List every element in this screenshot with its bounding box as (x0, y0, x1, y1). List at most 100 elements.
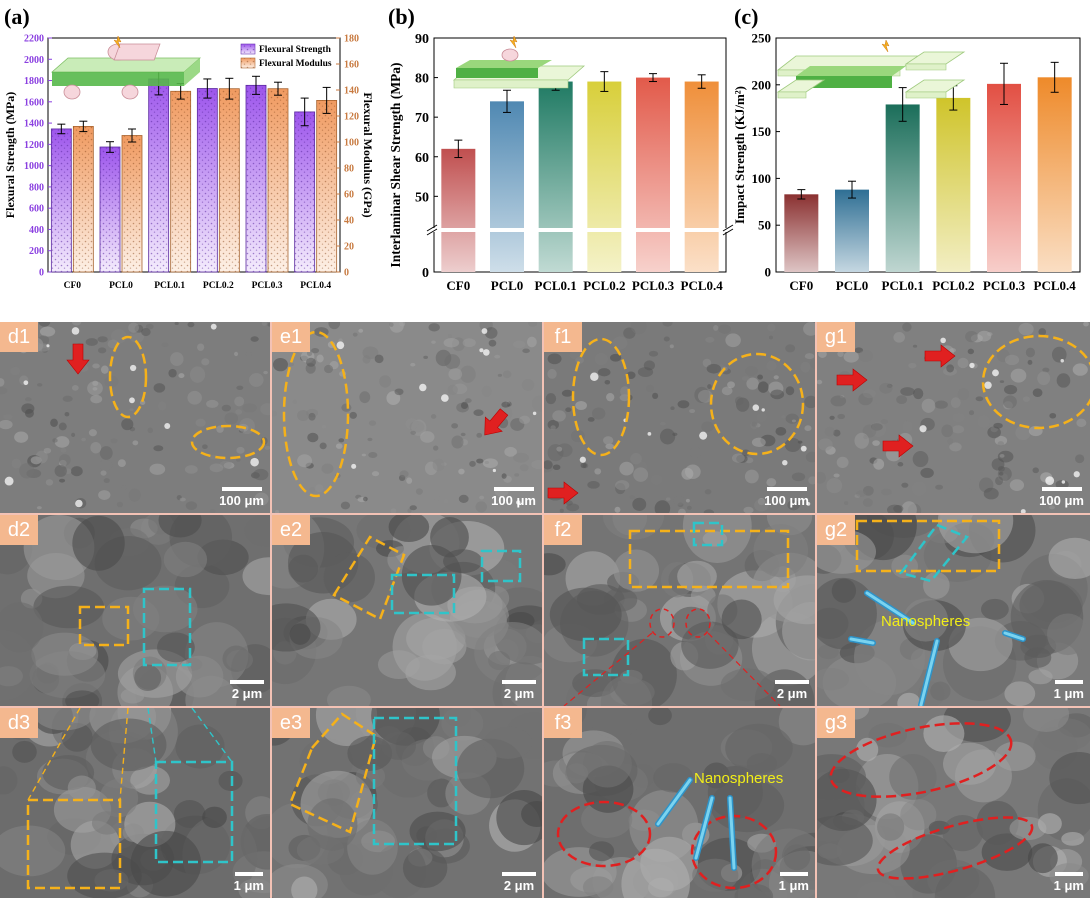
chart-b-ytick-label: 90 (415, 32, 429, 47)
chart-c-ytick-label: 150 (752, 124, 772, 139)
scale-bar: 100 μm (1039, 487, 1084, 508)
chart-a-bar-modulus-texture (122, 135, 142, 272)
impact-test-schematic (776, 39, 966, 99)
sem-panel-label: g1 (817, 322, 855, 352)
scale-bar-line (230, 680, 264, 684)
chart-a-legend: Flexural Strength Flexural Modulus (240, 43, 332, 69)
chart-a-flexural: (a) 020040060080010001200140016001800200… (3, 4, 372, 291)
blue-callout-arrow-highlight (694, 796, 714, 860)
blue-callout-arrow-highlight (728, 796, 736, 870)
sem-annotations (829, 722, 1034, 880)
chart-b-ytick-label: 0 (422, 266, 429, 281)
blue-callout-arrow-highlight (849, 637, 875, 645)
yellow-dashed-polygon (332, 535, 406, 621)
cyan-dashed-box (142, 587, 192, 667)
sem-panel-label: e3 (272, 708, 310, 738)
sem-texture (544, 708, 815, 898)
yellow-guide-line (119, 708, 129, 801)
chart-a-ytick-label: 200 (29, 246, 44, 257)
chart-a-ytick-right-label: 80 (344, 164, 354, 175)
sem-texture (817, 322, 1089, 513)
chart-a-ylabel: Flexural Strength (MPa) (3, 92, 17, 218)
scale-bar-line (234, 872, 263, 876)
sem-panel-e1: e1 100 μm (272, 322, 542, 513)
scale-bar-label: 1 μm (1053, 686, 1084, 701)
scale-bar-line (1054, 680, 1083, 684)
cyan-dashed-box (692, 521, 724, 547)
scale-bar-line (775, 680, 809, 684)
scale-bar: 2 μm (230, 680, 264, 701)
chart-b-bar (441, 148, 476, 272)
blue-callout-arrow-highlight (919, 639, 939, 706)
yellow-dashed-ellipse (108, 335, 148, 419)
sem-annotations (836, 334, 1090, 458)
scale-bar-label: 100 μm (1039, 493, 1084, 508)
chart-a-panel-label: (a) (4, 4, 30, 29)
scale-bar: 100 μm (219, 487, 264, 508)
chart-a-ytick-right-label: 60 (344, 190, 354, 201)
scale-bar-label: 2 μm (231, 686, 263, 701)
red-arrow (882, 434, 914, 458)
sem-texture (272, 322, 542, 513)
red-dashed-ellipse (556, 800, 652, 868)
chart-c-category-label: PCL0.1 (882, 278, 924, 293)
chart-c-ytick-label: 200 (752, 77, 772, 92)
chart-b-category-label: PCL0.4 (681, 278, 724, 293)
scale-bar-label: 1 μm (1053, 878, 1084, 893)
chart-a-ylabel-right: Flexural Modulus (GPa) (361, 92, 372, 217)
sem-annotations (78, 587, 192, 667)
red-dashed-ellipse (829, 722, 1013, 798)
sem-annotations (288, 712, 458, 846)
scale-bar-label: 1 μm (233, 878, 264, 893)
chart-a-ytick-label: 1000 (24, 161, 44, 172)
red-dashed-ellipse (649, 608, 675, 638)
scale-bar-line (493, 487, 534, 491)
chart-b-category-label: PCL0 (491, 278, 524, 293)
sem-panel-f3: f3 Nanospheres 1 μm (544, 708, 815, 898)
scale-bar: 1 μm (779, 872, 809, 893)
chart-c-impact: (c) 0 50 100 150 200 250 Impact Strength (KJ/m… (734, 4, 1081, 293)
scale-bar-line (766, 487, 807, 491)
sem-panel-f1: f1 100 μm (544, 322, 815, 513)
blue-callout-arrow-highlight (1003, 631, 1025, 641)
chart-b-break-mark (722, 224, 734, 232)
sem-texture (272, 515, 542, 706)
chart-c-ytick-label: 100 (752, 171, 772, 186)
cyan-dashed-box (582, 637, 630, 677)
yellow-dashed-polygon (288, 712, 378, 834)
sem-panel-label: g3 (817, 708, 855, 738)
scale-bar: 1 μm (234, 872, 264, 893)
blue-callout-arrow-highlight (865, 591, 915, 625)
red-dashed-ellipse (876, 816, 1034, 880)
cyan-guide-line (191, 708, 233, 763)
sem-texture (272, 708, 542, 898)
chart-b-break-mark (426, 224, 438, 232)
chart-a-ytick-right-label: 120 (344, 112, 359, 123)
scale-bar: 100 μm (491, 487, 536, 508)
scale-bar-line (779, 872, 808, 876)
red-guide-line (563, 632, 653, 706)
cyan-dashed-box (372, 716, 458, 846)
chart-c-ytick-label: 0 (765, 265, 772, 280)
yellow-guide-line (27, 708, 81, 801)
scale-bar-line (1041, 487, 1082, 491)
chart-b-category-label: PCL0.2 (583, 278, 625, 293)
chart-b-bar (636, 77, 670, 272)
chart-a-bar-modulus-texture (73, 126, 94, 273)
chart-a-category-label: PCL0.4 (300, 281, 331, 291)
sem-panel-label: e2 (272, 515, 310, 545)
chart-b-ytick-label: 70 (415, 111, 429, 126)
scale-bar-line (221, 487, 262, 491)
scale-bar-label: 2 μm (776, 686, 808, 701)
sem-texture (817, 515, 1090, 706)
chart-a-ytick-label: 2200 (24, 34, 44, 45)
chart-a-bar-modulus-texture (219, 88, 240, 272)
chart-a-ytick-label: 0 (39, 268, 44, 279)
chart-b-bar (684, 81, 719, 273)
chart-b-break-mark (426, 228, 438, 236)
red-arrow-shape (924, 344, 956, 368)
sem-annotations (563, 521, 790, 706)
sem-texture (817, 708, 1090, 898)
chart-a-bar-modulus-texture (170, 91, 191, 272)
chart-a-ytick-right-label: 160 (344, 60, 359, 71)
